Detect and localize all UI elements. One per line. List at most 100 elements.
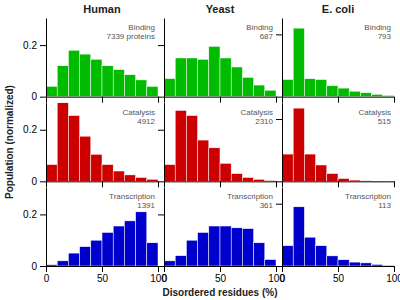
x-tick [220, 181, 221, 187]
bar [57, 261, 68, 266]
x-axis [47, 97, 159, 103]
bar [102, 165, 113, 182]
x-tick [394, 181, 395, 187]
y-axis [158, 188, 165, 267]
tick-label: 50 [97, 273, 109, 284]
bar [113, 70, 124, 97]
x-axis: 050100 [280, 266, 400, 284]
x-tick [46, 181, 47, 187]
bar [372, 181, 383, 182]
bar [231, 228, 242, 266]
panel-title: Human [83, 3, 121, 15]
x-tick: 50 [97, 266, 109, 284]
y-tick: 0.2 [23, 40, 46, 51]
tick-label: 0 [31, 91, 37, 102]
bar [293, 207, 304, 266]
bar [372, 264, 383, 266]
annotation: Binding [246, 23, 273, 32]
bar [147, 243, 158, 266]
bar [327, 174, 338, 182]
tick-label: 0 [44, 273, 50, 284]
bar [316, 80, 327, 97]
tick-mark [40, 181, 46, 182]
tick-mark [164, 266, 165, 272]
annotation: 7339 proteins [107, 32, 155, 41]
bar [327, 256, 338, 266]
tick-label: 100 [386, 273, 400, 284]
tick-mark [158, 266, 164, 267]
x-axis [165, 181, 277, 187]
bar [209, 226, 220, 266]
x-tick [46, 97, 47, 103]
annotation: Binding [364, 23, 391, 32]
bar [293, 28, 304, 97]
x-tick [394, 97, 395, 103]
tick-mark [394, 97, 395, 103]
bar [113, 226, 124, 266]
bar [124, 175, 135, 181]
bar [254, 243, 265, 266]
axis-line [164, 103, 165, 182]
bar [175, 58, 186, 97]
bar [383, 265, 394, 266]
bar [102, 232, 113, 266]
bar [198, 232, 209, 266]
tick-mark [46, 97, 47, 103]
panel: 00.2Catalysis4912 [23, 103, 158, 188]
axis-line [46, 188, 47, 267]
x-tick [220, 97, 221, 103]
tick-label: 100 [150, 273, 167, 284]
annotation: Catalysis [359, 108, 391, 117]
bar [220, 226, 231, 266]
tick-mark [46, 266, 47, 272]
bar [80, 247, 91, 266]
bar [57, 66, 68, 97]
annotation: Catalysis [241, 108, 273, 117]
annotation: 361 [260, 201, 274, 210]
annotation: 2310 [255, 117, 273, 126]
tick-mark [282, 181, 283, 187]
bar [68, 116, 79, 182]
bar [175, 110, 186, 181]
y-axis: 00.2 [23, 19, 46, 103]
bar [102, 66, 113, 97]
bar [91, 59, 102, 96]
bar [164, 165, 175, 182]
bar [136, 212, 147, 266]
axis-line [46, 103, 47, 182]
bars [164, 226, 276, 266]
bar [220, 163, 231, 181]
y-axis: 00.2 [23, 103, 46, 187]
tick-mark [220, 266, 221, 272]
tick-mark [276, 266, 282, 267]
bar [136, 80, 147, 97]
bar [242, 77, 253, 96]
bar [304, 237, 315, 266]
bar [316, 165, 327, 181]
bar [231, 174, 242, 182]
y-tick [276, 204, 282, 205]
y-tick [276, 34, 282, 35]
x-tick [282, 181, 283, 187]
tick-mark [40, 130, 46, 131]
bar [360, 180, 371, 181]
bar [282, 246, 293, 266]
y-tick: 0.2 [23, 124, 46, 135]
annotation: 4912 [137, 117, 155, 126]
bars [46, 103, 158, 182]
bar [383, 181, 394, 182]
bar [147, 86, 158, 96]
panel: Catalysis515 [276, 103, 395, 187]
tick-mark [276, 97, 282, 98]
tick-label: 0 [31, 176, 37, 187]
tick-label: 0.2 [23, 124, 37, 135]
bar [282, 154, 293, 181]
bars [46, 212, 158, 266]
bar [68, 50, 79, 96]
panel: 050100Transcription361 [158, 188, 285, 284]
tick-label: 0 [280, 273, 286, 284]
x-axis [165, 97, 277, 103]
bar [231, 67, 242, 97]
bar [175, 256, 186, 266]
y-axis [276, 19, 283, 98]
